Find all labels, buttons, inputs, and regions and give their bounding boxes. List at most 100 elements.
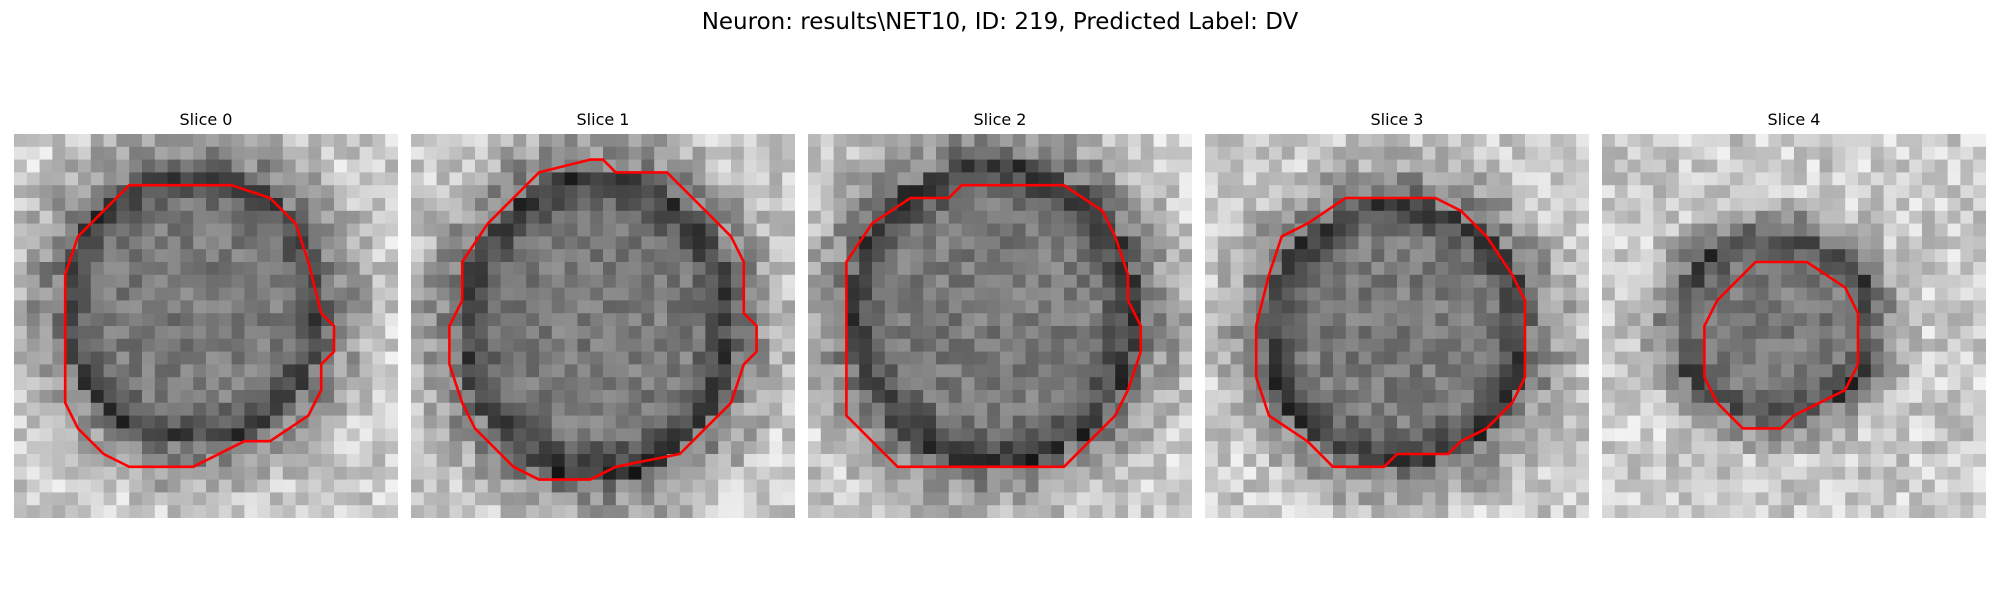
pixel-cell bbox=[154, 505, 168, 518]
pixel-cell bbox=[1166, 210, 1180, 224]
pixel-cell bbox=[1435, 159, 1449, 173]
pixel-cell bbox=[1499, 505, 1513, 518]
pixel-cell bbox=[1000, 390, 1014, 404]
pixel-cell bbox=[641, 390, 655, 404]
pixel-cell bbox=[1922, 505, 1936, 518]
pixel-cell bbox=[487, 351, 501, 365]
pixel-cell bbox=[923, 377, 937, 391]
pixel-cell bbox=[654, 492, 668, 506]
pixel-cell bbox=[961, 351, 975, 365]
pixel-cell bbox=[1038, 351, 1052, 365]
pixel-cell bbox=[308, 326, 322, 340]
pixel-cell bbox=[1461, 236, 1475, 250]
pixel-cell bbox=[423, 236, 437, 250]
pixel-cell bbox=[411, 300, 425, 314]
pixel-cell bbox=[231, 326, 245, 340]
pixel-cell bbox=[1409, 390, 1423, 404]
pixel-cell bbox=[884, 146, 898, 160]
pixel-cell bbox=[206, 313, 220, 327]
pixel-cell bbox=[359, 262, 373, 276]
pixel-cell bbox=[1909, 364, 1923, 378]
pixel-cell bbox=[731, 428, 745, 442]
pixel-cell bbox=[154, 479, 168, 493]
pixel-cell bbox=[1422, 415, 1436, 429]
pixel-cell bbox=[1345, 402, 1359, 416]
pixel-cell bbox=[270, 236, 284, 250]
pixel-cell bbox=[705, 338, 719, 352]
pixel-cell bbox=[26, 479, 40, 493]
pixel-cell bbox=[334, 287, 348, 301]
pixel-cell bbox=[1934, 249, 1948, 263]
pixel-cell bbox=[1640, 262, 1654, 276]
pixel-cell bbox=[1640, 402, 1654, 416]
segmentation-contour bbox=[448, 158, 758, 481]
pixel-cell bbox=[1320, 492, 1334, 506]
pixel-cell bbox=[1870, 454, 1884, 468]
pixel-cell bbox=[1781, 441, 1795, 455]
pixel-cell bbox=[667, 505, 681, 518]
pixel-cell bbox=[731, 415, 745, 429]
pixel-cell bbox=[718, 134, 732, 148]
pixel-cell bbox=[1384, 210, 1398, 224]
pixel-cell bbox=[1550, 415, 1564, 429]
pixel-cell bbox=[872, 402, 886, 416]
pixel-cell bbox=[475, 134, 489, 148]
pixel-cell bbox=[423, 428, 437, 442]
pixel-cell bbox=[372, 390, 386, 404]
pixel-cell bbox=[769, 223, 783, 237]
pixel-cell bbox=[1704, 185, 1718, 199]
pixel-cell bbox=[154, 185, 168, 199]
pixel-cell bbox=[539, 326, 553, 340]
pixel-cell bbox=[1742, 198, 1756, 212]
pixel-cell bbox=[1909, 390, 1923, 404]
pixel-cell bbox=[615, 134, 629, 148]
pixel-cell bbox=[590, 198, 604, 212]
pixel-cell bbox=[1742, 313, 1756, 327]
pixel-cell bbox=[756, 338, 770, 352]
pixel-cell bbox=[1896, 326, 1910, 340]
pixel-cell bbox=[551, 390, 565, 404]
pixel-cell bbox=[961, 415, 975, 429]
pixel-cell bbox=[1499, 313, 1513, 327]
pixel-cell bbox=[103, 274, 117, 288]
pixel-cell bbox=[1563, 262, 1577, 276]
pixel-cell bbox=[142, 466, 156, 480]
pixel-cell bbox=[667, 479, 681, 493]
pixel-cell bbox=[1320, 313, 1334, 327]
pixel-cell bbox=[411, 377, 425, 391]
pixel-cell bbox=[1755, 402, 1769, 416]
pixel-cell bbox=[615, 172, 629, 186]
pixel-cell bbox=[1960, 466, 1974, 480]
pixel-cell bbox=[1960, 326, 1974, 340]
pixel-cell bbox=[129, 441, 143, 455]
pixel-cell bbox=[1435, 287, 1449, 301]
pixel-cell bbox=[539, 454, 553, 468]
pixel-cell bbox=[1012, 159, 1026, 173]
pixel-cell bbox=[436, 351, 450, 365]
pixel-cell bbox=[449, 236, 463, 250]
pixel-cell bbox=[859, 492, 873, 506]
pixel-cell bbox=[961, 274, 975, 288]
pixel-cell bbox=[142, 223, 156, 237]
pixel-cell bbox=[1461, 146, 1475, 160]
pixel-cell bbox=[948, 287, 962, 301]
pixel-cell bbox=[26, 198, 40, 212]
pixel-cell bbox=[1614, 300, 1628, 314]
pixel-cell bbox=[78, 390, 92, 404]
pixel-cell bbox=[449, 338, 463, 352]
pixel-cell bbox=[564, 505, 578, 518]
pixel-cell bbox=[936, 274, 950, 288]
pixel-cell bbox=[244, 390, 258, 404]
pixel-cell bbox=[615, 159, 629, 173]
pixel-cell bbox=[193, 262, 207, 276]
pixel-cell bbox=[1153, 326, 1167, 340]
pixel-cell bbox=[411, 249, 425, 263]
pixel-cell bbox=[615, 377, 629, 391]
pixel-cell bbox=[1653, 185, 1667, 199]
pixel-cell bbox=[539, 300, 553, 314]
pixel-cell bbox=[1742, 402, 1756, 416]
pixel-cell bbox=[423, 198, 437, 212]
pixel-cell bbox=[1691, 441, 1705, 455]
pixel-cell bbox=[321, 415, 335, 429]
pixel-cell bbox=[270, 146, 284, 160]
